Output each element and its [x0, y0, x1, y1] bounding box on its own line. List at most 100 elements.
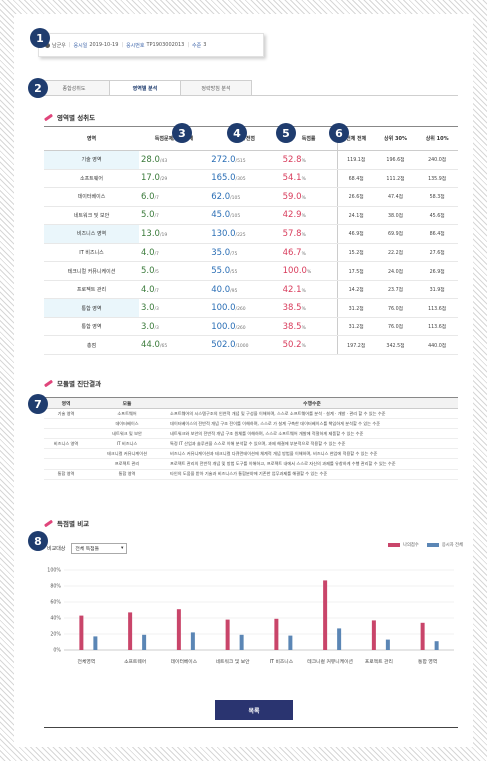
top30-score: 196.6점 [374, 150, 417, 170]
table-row: 테크니컬 커뮤니케이션 비즈니스 커뮤니케이션과 테크니컬 다큐먼테이션에 체계적… [44, 448, 458, 460]
col-header-top30: 상위 30% [374, 126, 417, 151]
x-tick-label: 소프트웨어 [124, 658, 146, 665]
step-marker-1: 1 [30, 28, 50, 48]
user-icon [45, 42, 50, 48]
bar-all [288, 635, 293, 650]
table-row: 데이터베이스 6.0/7 62.0/105 59.0% 26.6점 47.4점 58.3점 [44, 187, 458, 207]
top30-score: 22.2점 [374, 243, 417, 263]
col-header-area: 영역 [44, 126, 139, 151]
area-name: 소프트웨어 [44, 169, 139, 189]
table-row: 총점 44.0/65 502.0/1000 50.2% 197.2점 342.5점 440.… [44, 335, 458, 356]
table-row: 네트워크 및 보안 5.0/7 45.0/105 42.9% 24.1점 38.0점 45.… [44, 206, 458, 226]
top10-score: 240.0점 [416, 150, 458, 170]
all-average: 31.2점 [336, 298, 375, 318]
area-name: 네트워크 및 보안 [44, 206, 139, 226]
table-row: 네트워크 및 보안 네트워크와 보안의 전반적 개념 구조 원체를 이해하며, 스… [44, 428, 458, 440]
compare-target-value: 전체 득점들 [75, 547, 99, 552]
top30-score: 47.4점 [374, 187, 417, 207]
pencil-icon [43, 113, 54, 121]
correct-count: 3.0/3 [139, 298, 210, 318]
col-header-top10: 상위 10% [416, 126, 458, 151]
tab-strategy-analysis[interactable]: 정략방침 분석 [180, 80, 252, 95]
module-name: 테크니컬 커뮤니케이션 [88, 448, 166, 460]
score-value: 62.0/105 [209, 187, 281, 207]
chevron-down-icon: ▾ [120, 546, 124, 551]
tab-area-analysis[interactable]: 영역별 분석 [109, 80, 181, 95]
table-row: 소프트웨어 17.0/29 165.0/305 54.1% 68.4점 111.2점 135… [44, 169, 458, 189]
module-name: 프로젝트 관리 [88, 458, 166, 470]
step-marker-7: 7 [28, 394, 48, 414]
y-tick-label: 0% [53, 648, 61, 654]
top30-score: 342.5점 [374, 335, 417, 356]
top30-score: 38.0점 [374, 206, 417, 226]
module-area [44, 448, 88, 460]
top30-score: 76.0점 [374, 298, 417, 318]
correct-count: 5.0/7 [139, 206, 210, 226]
score-rate: 38.5% [280, 298, 338, 318]
bar-mine [371, 620, 376, 650]
score-rate: 59.0% [280, 187, 338, 207]
bar-mine [176, 609, 181, 650]
top30-score: 111.2점 [374, 169, 417, 189]
top10-score: 27.6점 [416, 243, 458, 263]
bar-all [337, 628, 342, 650]
list-button[interactable]: 목록 [215, 700, 293, 720]
score-value: 100.0/260 [209, 298, 281, 318]
score-rate: 46.7% [280, 243, 338, 263]
section-title-compare: 득점별 비교 [43, 518, 89, 528]
bar-mine [79, 615, 84, 650]
legend-item-mine: 나의점수 [388, 542, 419, 548]
area-name: 기술 영역 [44, 150, 139, 170]
table-row: 통합 영역 3.0/3 100.0/260 38.5% 31.2점 76.0점 113.6점 [44, 317, 458, 337]
step-marker-8: 8 [28, 531, 48, 551]
score-value: 165.0/305 [209, 169, 281, 189]
x-tick-label: 테크니컬 커뮤니케이션 [307, 658, 353, 665]
section-title-module: 모듈별 진단결과 [43, 378, 101, 388]
module-desc: 네트워크와 보안의 전반적 개념 구조 원체를 이해하며, 스스로 소프트웨어 … [166, 428, 458, 440]
table-row: 프로젝트 관리 프로젝트 관리의 전반적 개념 및 방법 도구를 이해하고, 프로… [44, 458, 458, 470]
all-average: 15.2점 [336, 243, 375, 263]
all-average: 24.1점 [336, 206, 375, 226]
bar-mine [128, 612, 133, 650]
area-name: 데이터베이스 [44, 187, 139, 207]
score-rate: 100.0% [280, 261, 338, 281]
exam-date-label: 응시일 [73, 42, 88, 49]
module-desc: 프로젝트 관리의 전반적 개념 및 방법 도구를 이해하고, 프로젝트 내에서 … [166, 458, 458, 470]
top10-score: 135.9점 [416, 169, 458, 189]
score-value: 272.0/515 [209, 150, 281, 170]
x-tick-label: IT 비즈니스 [270, 658, 294, 665]
top10-score: 113.6점 [416, 317, 458, 337]
tab-overall[interactable]: 종합성취도 [38, 80, 110, 95]
module-desc: 데이터베이스의 전반적 개념 구조 전이를 이해하며, 스스로 가 설계 구축한… [166, 418, 458, 430]
col-header-module: 모듈 [88, 397, 166, 409]
area-name: 통합 영역 [44, 298, 139, 318]
all-average: 119.1점 [336, 150, 375, 170]
bottom-divider [44, 727, 458, 728]
module-desc: 소프트웨어의 시스템구조의 인연적 개념 및 구성을 이해하며, 스스로 소프트… [166, 408, 458, 420]
table-row: 통합 영역 3.0/3 100.0/260 38.5% 31.2점 76.0점 113.6점 [44, 298, 458, 318]
bar-all [190, 632, 195, 650]
x-tick-label: 전체영역 [78, 658, 96, 665]
y-tick-label: 80% [50, 584, 61, 590]
x-tick-label: 프로젝트 관리 [365, 658, 393, 665]
module-area: 비즈니스 영역 [44, 438, 88, 450]
all-average: 26.6점 [336, 187, 375, 207]
x-tick-label: 네트워크 및 보안 [216, 658, 251, 665]
bar-mine [225, 619, 230, 650]
module-name: 소프트웨어 [88, 408, 166, 420]
table-row: 비즈니스 영역 IT 비즈니스 특정 IT 산업과 솔루션을 스스로 이해 분석할 … [44, 438, 458, 450]
correct-count: 28.0/43 [139, 150, 210, 170]
bar-all [434, 641, 439, 650]
compare-target-select[interactable]: 전체 득점들 ▾ [71, 543, 128, 554]
exam-no: TP1903002013 [146, 42, 185, 48]
y-tick-label: 100% [47, 568, 61, 574]
step-marker-4: 4 [227, 123, 247, 143]
module-name: 데이터베이스 [88, 418, 166, 430]
correct-count: 5.0/5 [139, 261, 210, 281]
all-average: 14.2점 [336, 280, 375, 300]
score-comparison-chart: 0% 20% 40% 60% 80% 100% 전체영역 소프트웨어 데이터베이스 네트워크 및 … [47, 568, 454, 665]
y-tick-label: 60% [50, 600, 61, 606]
top30-score: 69.9점 [374, 224, 417, 244]
table-row: 통합 영역 통합 영역 타인의 도움을 받아 기술과 비즈니스가 통합분야에 기존한… [44, 469, 458, 480]
module-desc: 특정 IT 산업과 솔루션을 스스로 이해 분석할 수 있으며, 과제 해결에 … [166, 438, 458, 450]
